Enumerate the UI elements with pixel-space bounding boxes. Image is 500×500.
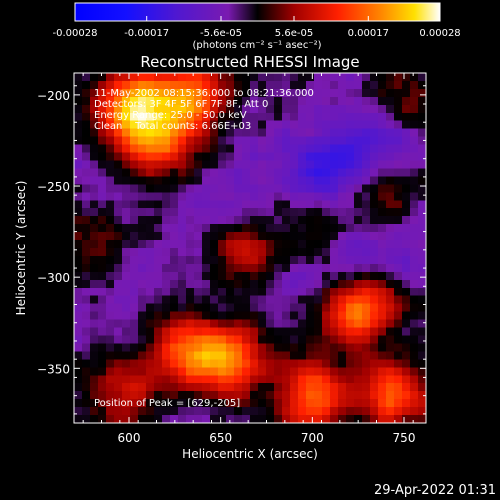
colorbar-ticks: -0.00028 -0.00017 -5.6e-05 5.6e-05 0.00017 0.…: [53, 16, 461, 39]
colorbar-tick-label: -0.00017: [124, 28, 169, 39]
annotation-energy: Energy Range: 25.0 - 50.0 keV: [94, 110, 247, 121]
annotation-method: Clean Total counts: 6.66E+03: [94, 121, 252, 132]
y-tick-label: −250: [37, 180, 70, 194]
x-tick-label: 650: [209, 431, 232, 445]
y-tick-label: −200: [37, 89, 70, 103]
x-tick-label: 600: [118, 431, 141, 445]
colorbar-tick-label: 5.6e-05: [275, 28, 313, 39]
x-axis-label: Heliocentric X (arcsec): [182, 447, 318, 461]
colorbar-unit-label: (photons cm⁻² s⁻¹ asec⁻²): [192, 40, 321, 51]
colorbar-tick-label: 0.00017: [348, 28, 389, 39]
x-tick-label: 750: [393, 431, 416, 445]
annotation-peak: Position of Peak = [629,-205]: [94, 398, 241, 409]
colorbar: [74, 2, 441, 22]
colorbar-tick-label: -5.6e-05: [200, 28, 242, 39]
chart-title: Reconstructed RHESSI Image: [140, 53, 359, 71]
annotation-time-range: 11-May-2002 08:15:36.000 to 08:21:36.000: [94, 88, 314, 99]
annotation-detectors: Detectors: 3F 4F 5F 6F 7F 8F, Att 0: [94, 99, 269, 110]
y-axis-label: Heliocentric Y (arcsec): [14, 181, 28, 316]
colorbar-tick-label: 0.00028: [419, 28, 460, 39]
heatmap-image: [74, 73, 426, 423]
y-tick-label: −300: [37, 271, 70, 285]
x-tick-label: 700: [301, 431, 324, 445]
y-tick-label: −350: [37, 362, 70, 376]
axis-ticks: 600 650 700 750 −200 −250 −300 −350: [37, 89, 415, 445]
colorbar-tick-label: -0.00028: [53, 28, 98, 39]
timestamp: 29-Apr-2022 01:31: [374, 483, 496, 498]
